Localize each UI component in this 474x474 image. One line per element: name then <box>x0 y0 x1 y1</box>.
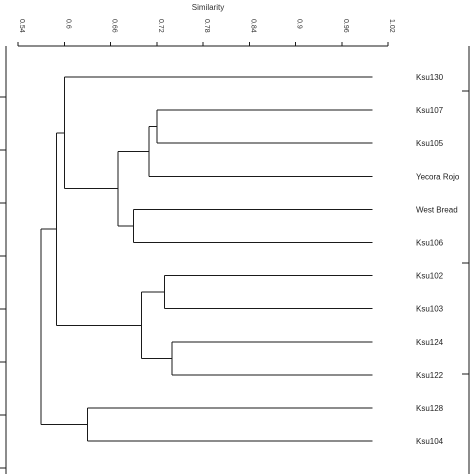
frame-ticks <box>0 90 469 469</box>
axis-tick-label: 0.72 <box>157 19 164 33</box>
axis-ticks: 0.54 0.6 0.66 0.72 0.78 0.84 0.9 0.96 1.02 <box>17 19 395 46</box>
leaf-label: Yecora Rojo <box>416 172 460 181</box>
leaf-label: Ksu107 <box>416 106 444 115</box>
axis-title: Similarity <box>192 3 224 12</box>
leaf-label: Ksu128 <box>416 404 444 413</box>
leaf-label: Ksu130 <box>416 73 444 82</box>
axis-tick-label: 0.6 <box>64 19 71 29</box>
leaf-label: Ksu122 <box>416 371 444 380</box>
axis-tick-label: 0.9 <box>296 19 303 29</box>
axis-tick-label: 0.54 <box>18 19 25 33</box>
dendrogram-branches <box>40 76 373 442</box>
leaf-label: West Bread <box>416 205 458 214</box>
leaf-label: Ksu104 <box>416 437 444 446</box>
axis-tick-label: 0.96 <box>342 19 349 33</box>
leaf-labels: Ksu130 Ksu107 Ksu105 Yecora Rojo West Bread K… <box>416 73 460 446</box>
axis-tick-label: 0.66 <box>111 19 118 33</box>
leaf-label: Ksu124 <box>416 338 444 347</box>
leaf-label: Ksu103 <box>416 305 444 314</box>
leaf-label: Ksu106 <box>416 239 444 248</box>
leaf-label: Ksu102 <box>416 272 444 281</box>
leaf-label: Ksu105 <box>416 139 444 148</box>
axis-tick-label: 1.02 <box>388 19 395 33</box>
axis-tick-label: 0.84 <box>249 19 256 33</box>
axis-tick-label: 0.78 <box>203 19 210 33</box>
